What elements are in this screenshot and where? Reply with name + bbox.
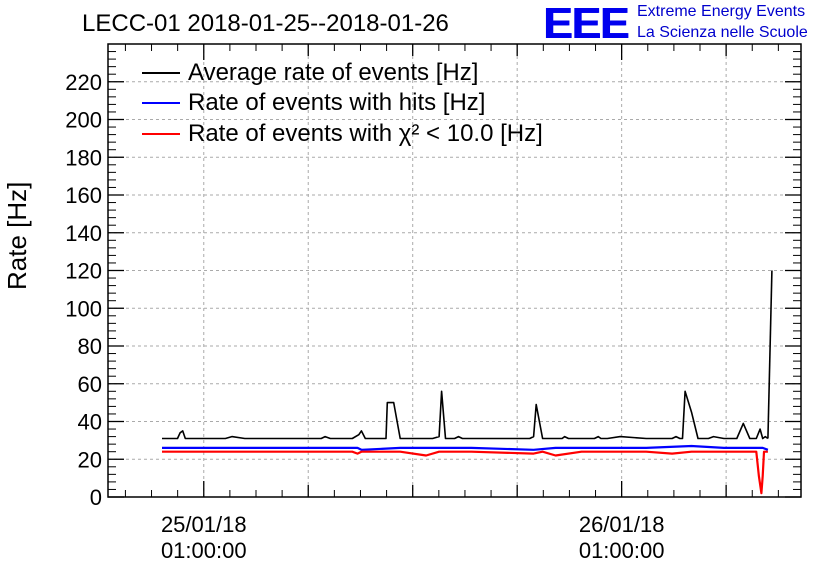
y-tick-label: 220 [65, 70, 102, 95]
legend-item-hits: Rate of events with hits [Hz] [142, 89, 486, 116]
y-tick-labels: 0 20 40 60 80 100 120 140 160 180 200 220 [65, 70, 102, 510]
y-tick-label: 160 [65, 183, 102, 208]
legend-swatch-hits [142, 102, 180, 104]
y-tick-label: 140 [65, 221, 102, 246]
logo-line-2: La Scienza nelle Scuole [637, 24, 808, 41]
series-average-rate-end [767, 270, 773, 439]
series-average-rate [162, 390, 769, 440]
y-tick-label: 20 [78, 447, 102, 472]
legend-swatch-average [142, 72, 180, 74]
y-tick-label: 40 [78, 410, 102, 435]
legend-item-average: Average rate of events [Hz] [142, 59, 479, 86]
y-tick-label: 0 [90, 485, 102, 510]
legend-label-average: Average rate of events [Hz] [188, 59, 479, 86]
eee-logo: EEE [543, 0, 629, 48]
series-lines [162, 270, 773, 495]
x-tick-label-time: 01:00:00 [579, 538, 665, 563]
x-tick-label-date: 26/01/18 [579, 512, 665, 537]
grid-lines [108, 44, 801, 497]
series-rate-with-hits [162, 444, 769, 451]
legend-item-chi2: Rate of events with χ² < 10.0 [Hz] [142, 120, 543, 147]
legend-swatch-chi2 [142, 133, 180, 135]
y-tick-label: 120 [65, 259, 102, 284]
chart-title: LECC-01 2018-01-25--2018-01-26 [82, 10, 449, 37]
y-tick-label: 80 [78, 334, 102, 359]
y-axis-label: Rate [Hz] [2, 181, 32, 290]
y-tick-label: 60 [78, 372, 102, 397]
legend-label-hits: Rate of events with hits [Hz] [188, 89, 486, 116]
axis-ticks [108, 44, 801, 498]
x-tick-label-time: 01:00:00 [161, 538, 247, 563]
series-rate-chi2 [162, 450, 768, 495]
x-tick-label-date: 25/01/18 [161, 512, 247, 537]
legend-label-chi2: Rate of events with χ² < 10.0 [Hz] [188, 120, 543, 147]
y-tick-label: 180 [65, 145, 102, 170]
y-tick-label: 100 [65, 296, 102, 321]
y-tick-label: 200 [65, 108, 102, 133]
logo-line-1: Extreme Energy Events [637, 3, 806, 20]
